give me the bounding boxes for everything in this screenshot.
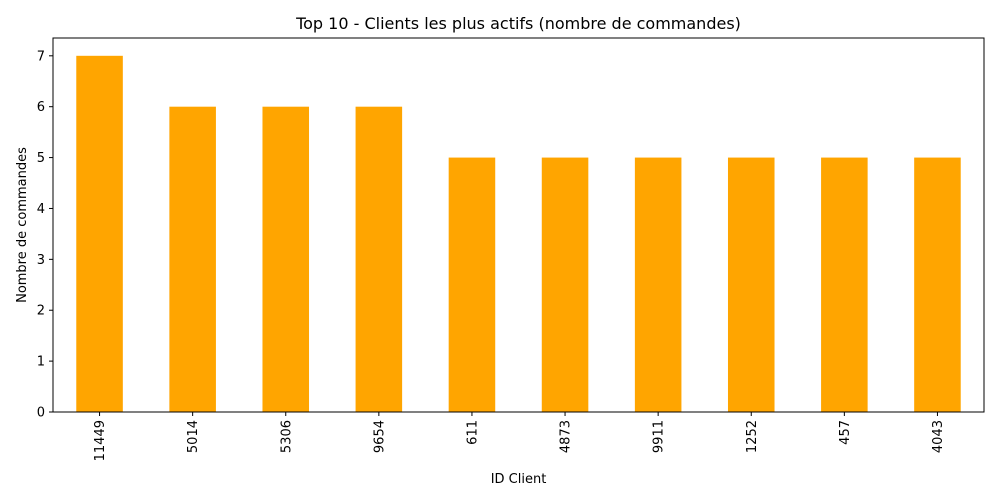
x-tick-label: 9654 [372,420,387,453]
y-axis-label: Nombre de commandes [15,147,30,303]
bar-9654 [355,106,403,412]
x-tick-label: 9911 [652,420,667,453]
y-tick-label: 6 [37,100,45,115]
y-tick-label: 0 [37,406,45,421]
x-tick-label: 611 [465,420,480,445]
y-tick-label: 4 [37,202,45,217]
plot-frame [52,37,985,413]
bar-11449 [76,55,123,413]
bar-9911 [634,157,682,412]
bar-611 [448,157,496,412]
x-tick-label: 4043 [931,420,946,453]
x-tick-label: 4873 [559,420,574,453]
y-tick-label: 7 [37,49,45,64]
ticks-layer: 11449 5014 5306 9654 611 4873 9911 1252 457 40430… [37,49,946,461]
chart-title: Top 10 - Clients les plus actifs (nombre… [295,14,741,33]
bar-1252 [727,157,775,412]
x-axis-label: ID Client [491,472,547,487]
bar-457 [821,157,868,412]
y-tick-label: 2 [37,304,45,319]
x-tick-label: 457 [838,420,853,445]
x-tick-label: 11449 [93,420,108,461]
bars-layer [76,55,961,413]
y-tick-label: 1 [37,355,45,370]
x-tick-label: 5306 [279,420,294,453]
y-tick-label: 5 [37,151,45,166]
bar-4873 [541,157,589,412]
x-tick-label: 1252 [745,420,760,453]
bar-5014 [169,106,216,412]
x-tick-label: 5014 [186,420,201,453]
bar-5306 [262,106,310,412]
bar-4043 [914,157,961,412]
y-tick-label: 3 [37,253,45,268]
